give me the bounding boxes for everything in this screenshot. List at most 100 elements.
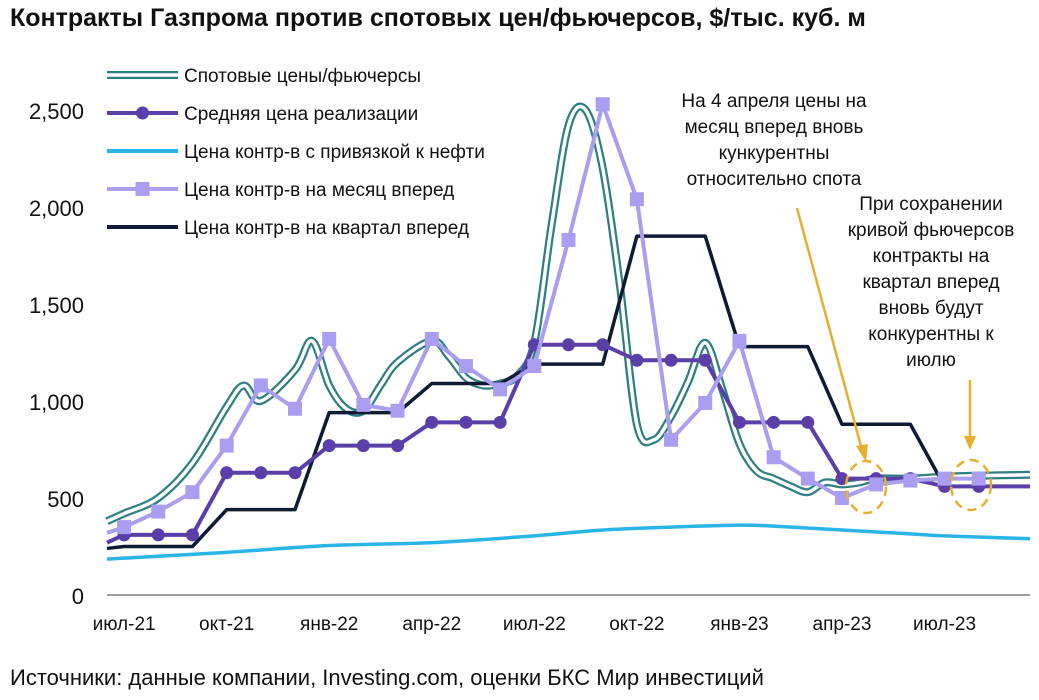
- month-ahead-point: [458, 359, 473, 374]
- series-1-line: [106, 342, 1030, 545]
- month-ahead-point: [390, 403, 405, 418]
- avg-price-point: [220, 466, 234, 480]
- highlight-circle-april: [844, 459, 888, 515]
- month-ahead-point: [356, 397, 371, 412]
- month-ahead-point: [595, 97, 610, 112]
- annotation-july: При сохранении кривой фьючерсов контракты …: [848, 194, 1015, 371]
- avg-price-point: [151, 528, 165, 542]
- annotation-line: контракты на: [873, 246, 990, 267]
- annotation-layer: [795, 207, 993, 515]
- avg-price-point: [698, 353, 712, 367]
- month-ahead-point: [834, 491, 849, 505]
- chart: 0 500 1,000 1,500 2,000 2,500 июл-21 окт-21 янв-…: [29, 66, 1031, 635]
- month-ahead-point: [766, 450, 781, 465]
- y-tick-label: 2,500: [29, 99, 84, 124]
- x-tick-label: янв-22: [300, 614, 358, 635]
- month-ahead-point: [424, 331, 439, 346]
- x-tick-label: окт-21: [199, 614, 254, 635]
- x-tick-label: апр-22: [402, 614, 461, 635]
- avg-price-point: [562, 338, 575, 352]
- avg-price-point: [288, 466, 302, 480]
- avg-price-point: [391, 439, 405, 453]
- month-ahead-point: [493, 382, 508, 397]
- annotation-line: квартал вперед: [862, 272, 999, 293]
- month-ahead-point: [869, 477, 884, 492]
- month-ahead-point: [903, 473, 918, 488]
- month-ahead-point: [629, 192, 644, 207]
- legend-item: Спотовые цены/фьючерсы: [107, 66, 421, 87]
- avg-price-point: [732, 415, 746, 429]
- annotation-line: месяц вперед вновь: [685, 117, 864, 138]
- annotation-april: На 4 апреля цены на месяц вперед вновь кун…: [681, 91, 867, 190]
- avg-price-point: [356, 439, 370, 453]
- annotation-line: июлю: [906, 350, 956, 371]
- avg-price-point: [493, 415, 507, 429]
- avg-price-point: [322, 439, 336, 453]
- annotation-line: На 4 апреля цены на: [681, 91, 867, 112]
- avg-price-point: [185, 528, 199, 542]
- avg-price-point: [630, 353, 644, 367]
- x-tick-label: июл-23: [913, 614, 976, 635]
- annotation-arrowhead-2: [964, 436, 976, 450]
- source-note: Источники: данные компании, Investing.co…: [10, 665, 764, 690]
- avg-price-point: [801, 415, 815, 429]
- y-tick-label: 500: [47, 487, 84, 512]
- legend-item: Цена контр-в на месяц вперед: [107, 180, 454, 201]
- legend-marker: [136, 106, 149, 120]
- legend-marker: [135, 182, 150, 196]
- annotation-line: кривой фьючерсов: [848, 220, 1015, 241]
- axes: 0 500 1,000 1,500 2,000 2,500 июл-21 окт-21 янв-…: [29, 99, 1030, 635]
- month-ahead-point: [322, 331, 337, 346]
- x-tick-label: окт-22: [609, 614, 664, 635]
- month-ahead-point: [664, 432, 679, 447]
- avg-price-point: [459, 415, 473, 429]
- month-ahead-point: [527, 359, 542, 374]
- month-ahead-point: [151, 504, 166, 519]
- y-tick-label: 1,000: [29, 390, 84, 415]
- series-layer: [105, 97, 1031, 561]
- x-tick-label: июл-22: [503, 614, 566, 635]
- annotation-line: кункурентны: [719, 143, 830, 164]
- x-tick-label: июл-21: [93, 614, 156, 635]
- avg-price-point: [767, 415, 781, 429]
- month-ahead-point: [937, 471, 952, 486]
- x-tick-label: апр-23: [813, 614, 872, 635]
- avg-price-point: [254, 466, 268, 480]
- legend-item: Цена контр-в с привязкой к нефти: [107, 142, 485, 163]
- y-tick-label: 2,000: [29, 196, 84, 221]
- month-ahead-point: [288, 401, 303, 416]
- x-tick-label: янв-23: [710, 614, 768, 635]
- month-ahead-point: [253, 378, 268, 393]
- series-2-line: [106, 523, 1031, 561]
- annotation-arrowhead-1: [856, 444, 868, 462]
- legend-label: Цена контр-в с привязкой к нефти: [184, 142, 485, 163]
- avg-price-point: [664, 353, 678, 367]
- highlight-circle-july: [949, 458, 993, 512]
- annotation-line: При сохранении: [859, 194, 1003, 215]
- legend-label: Средняя цена реализации: [184, 104, 418, 125]
- legend-label: Цена контр-в на квартал вперед: [184, 218, 469, 239]
- month-ahead-point: [117, 520, 132, 535]
- month-ahead-point: [185, 485, 200, 500]
- annotation-text: На 4 апреля цены на месяц вперед вновь кун…: [681, 91, 1014, 371]
- annotation-line: конкурентны к: [868, 324, 994, 345]
- legend-item: Цена контр-в на квартал вперед: [107, 218, 469, 239]
- y-tick-label: 1,500: [29, 293, 84, 318]
- annotation-line: относительно спота: [687, 169, 862, 190]
- legend: Спотовые цены/фьючерсы Средняя цена реали…: [107, 66, 485, 239]
- series-0-inner: [106, 104, 1031, 523]
- month-ahead-point: [561, 232, 576, 247]
- month-ahead-point: [219, 438, 234, 453]
- month-ahead-point: [732, 333, 747, 348]
- legend-label: Спотовые цены/фьючерсы: [184, 66, 421, 87]
- annotation-arrow-1: [795, 207, 864, 451]
- month-ahead-point: [800, 471, 815, 486]
- chart-title: Контракты Газпрома против спотовых цен/ф…: [10, 4, 866, 32]
- y-tick-label: 0: [72, 584, 84, 609]
- avg-price-point: [596, 338, 610, 352]
- month-ahead-point: [698, 395, 713, 410]
- annotation-line: вновь будут: [878, 298, 983, 319]
- month-ahead-point: [971, 471, 986, 486]
- avg-price-point: [425, 415, 439, 429]
- legend-label: Цена контр-в на месяц вперед: [184, 180, 454, 201]
